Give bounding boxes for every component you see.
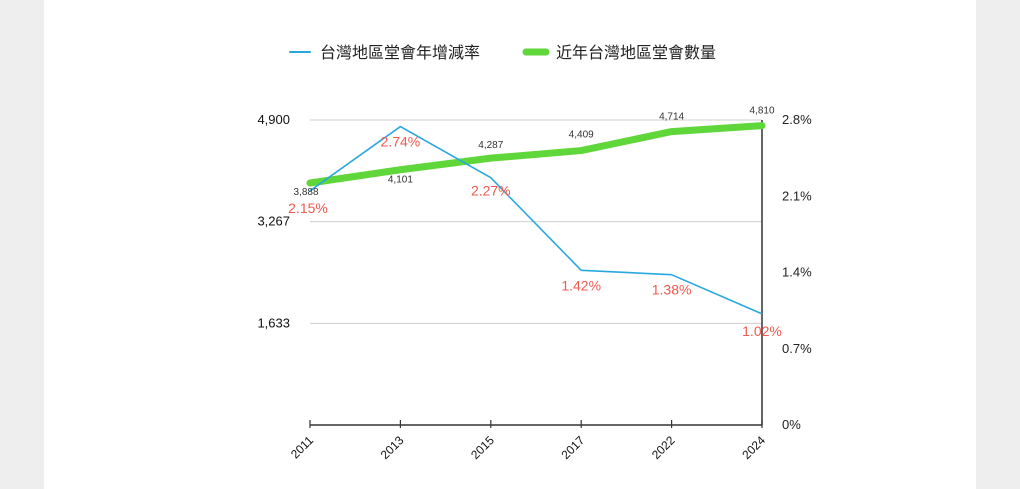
y-right-tick-label: 2.1% [782,188,812,203]
count-series-line [306,122,766,187]
legend-label-rate: 台灣地區堂會年增減率 [320,44,480,62]
gridlines [310,119,762,324]
count-data-label: 4,810 [749,106,774,117]
y-left-tick-label: 1,633 [257,315,290,330]
rate-data-label: 1.42% [561,277,601,293]
y-right-tick-label: 0% [782,417,801,432]
rate-data-label: 2.27% [471,183,511,199]
count-data-label: 4,287 [478,140,503,151]
y-right-tick-label: 1.4% [782,265,812,280]
y-right-tick-label: 2.8% [782,112,812,127]
rate-data-label: 2.74% [381,134,421,150]
y-left-tick-label: 4,900 [257,112,290,127]
count-data-label: 3,888 [293,187,318,198]
combo-line-chart: 台灣地區堂會年增減率 近年台灣地區堂會數量 1,633 3,267 4,900 0% 0.… [257,44,812,462]
x-tick-label: 2015 [468,433,497,462]
x-tick-label: 2011 [288,433,316,461]
data-labels: 3,888 4,101 4,287 4,409 4,714 4,810 2.15% 2.74%… [288,106,782,339]
rate-series-line [309,125,763,315]
x-tick-label: 2024 [739,433,768,462]
series-layer [306,122,766,315]
rate-data-label: 1.02% [742,323,782,339]
y-right-tick-label: 0.7% [782,341,812,356]
count-data-label: 4,409 [569,130,594,141]
rate-data-label: 2.15% [288,200,328,216]
y-left-tick-label: 3,267 [257,214,290,229]
count-data-label: 4,714 [659,112,684,123]
rate-data-label: 1.38% [652,282,692,298]
chart-card: 台灣地區堂會年增減率 近年台灣地區堂會數量 1,633 3,267 4,900 0% 0.… [44,0,976,489]
legend: 台灣地區堂會年增減率 近年台灣地區堂會數量 [289,44,716,62]
axes: 1,633 3,267 4,900 0% 0.7% 1.4% 2.1% 2.8% 2011 201… [257,112,812,462]
x-tick-label: 2013 [378,433,407,462]
x-tick-label: 2017 [559,433,588,462]
x-tick-label: 2022 [649,433,678,462]
legend-label-count: 近年台灣地區堂會數量 [556,44,716,62]
count-data-label: 4,101 [388,175,413,186]
